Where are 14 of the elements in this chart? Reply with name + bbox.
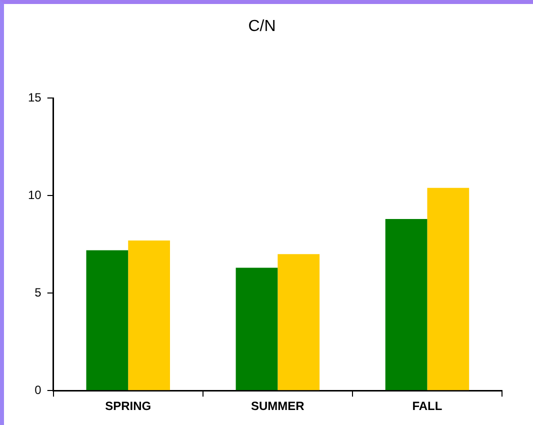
chart-title: C/N [248, 18, 276, 36]
x-tick-label: SPRING [105, 399, 152, 414]
y-tick-label: 5 [34, 285, 42, 300]
y-tick-label: 10 [28, 188, 42, 202]
bar [86, 250, 128, 390]
bar [427, 188, 470, 390]
x-tick-label: SUMMER [251, 399, 305, 414]
bar [278, 254, 320, 390]
bar [128, 240, 170, 390]
x-tick-label: FALL [412, 399, 442, 414]
y-tick-label: 15 [28, 90, 42, 105]
bar [385, 219, 428, 390]
y-tick-label: 0 [34, 382, 42, 397]
bar [236, 268, 278, 390]
